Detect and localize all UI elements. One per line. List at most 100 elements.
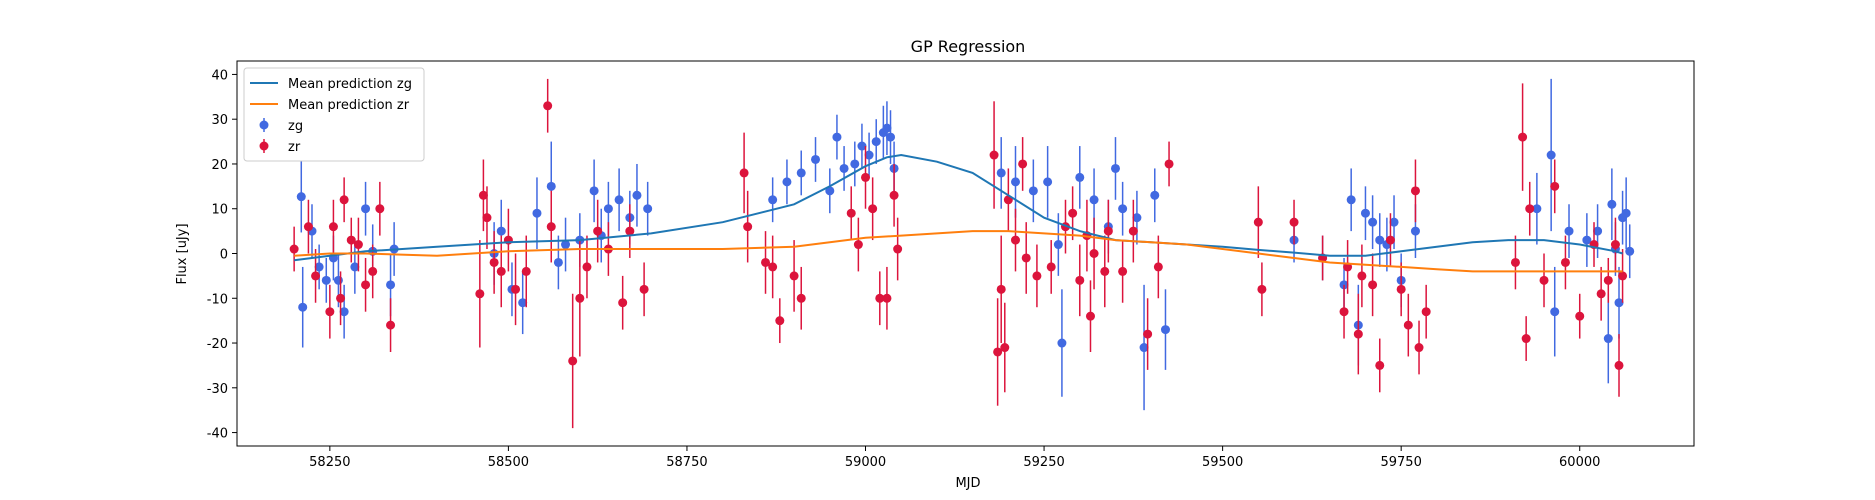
point-zg [553, 257, 563, 267]
point-zg [532, 208, 542, 218]
point-zg [298, 302, 308, 312]
point-zg [864, 150, 874, 160]
x-tick-label: 60000 [1559, 455, 1600, 470]
point-zr [789, 271, 799, 281]
legend: Mean prediction zg Mean prediction zr zg zr [243, 67, 425, 162]
point-zr [1368, 280, 1378, 290]
point-zg [832, 132, 842, 142]
point-zr [1103, 226, 1113, 236]
point-zr [1550, 181, 1560, 191]
y-axis-label: Flux [uJy] [175, 223, 190, 284]
point-zr [1575, 311, 1585, 321]
point-zg [314, 262, 324, 272]
point-zg [857, 141, 867, 151]
point-zg [1614, 298, 1624, 308]
point-zr [739, 168, 749, 178]
legend-label-mean-prediction-zg: Mean prediction zg [288, 77, 412, 92]
point-zr [1410, 186, 1420, 196]
point-zg [333, 275, 343, 285]
point-zg [496, 226, 506, 236]
point-zr [346, 235, 356, 245]
x-tick-label: 59500 [1202, 455, 1243, 470]
point-zg [850, 159, 860, 169]
point-zr [993, 347, 1003, 357]
point-zr [339, 195, 349, 205]
point-zr [386, 320, 396, 330]
point-zg [1160, 325, 1170, 335]
point-zg [1360, 208, 1370, 218]
point-zr [1100, 266, 1110, 276]
point-zr [496, 266, 506, 276]
point-zr [861, 172, 871, 182]
point-zr [1521, 334, 1531, 344]
point-zg [1346, 195, 1356, 205]
point-zr [375, 204, 385, 214]
point-zr [1046, 262, 1056, 272]
point-zg [782, 177, 792, 187]
point-zr [311, 271, 321, 281]
point-zr [368, 266, 378, 276]
point-zg [1110, 163, 1120, 173]
point-zr [1385, 235, 1395, 245]
point-zr [336, 293, 346, 303]
chart-title: GP Regression [911, 37, 1026, 56]
point-zr [1143, 329, 1153, 339]
point-zg [1089, 195, 1099, 205]
point-zg [1625, 246, 1635, 256]
point-zr [875, 293, 885, 303]
point-zr [1032, 271, 1042, 281]
point-zr [1021, 253, 1031, 263]
point-zr [1289, 217, 1299, 227]
mean-prediction-line-zg [293, 153, 1623, 262]
point-zr [1164, 159, 1174, 169]
point-zr [1396, 284, 1406, 294]
point-zr [1614, 360, 1624, 370]
point-zr [1421, 307, 1431, 317]
point-zr [353, 240, 363, 250]
point-zr [1560, 257, 1570, 267]
point-zr [543, 101, 553, 111]
point-zg [614, 195, 624, 205]
y-tick-label: 30 [211, 113, 228, 128]
point-zr [1610, 240, 1620, 250]
point-zg [589, 186, 599, 196]
point-zr [361, 280, 371, 290]
y-tick-label: 40 [211, 68, 228, 83]
point-zg [1607, 199, 1617, 209]
y-tick-label: 20 [211, 158, 228, 173]
point-zg [825, 186, 835, 196]
point-zr [328, 222, 338, 232]
plot-area: 58250 58500 58750 59000 59250 59500 59750 60000… [207, 60, 1695, 470]
point-zr [1085, 311, 1095, 321]
legend-box [243, 67, 425, 162]
point-zr [325, 307, 335, 317]
point-zr [1603, 275, 1613, 285]
point-zg [768, 195, 778, 205]
point-zg [1043, 177, 1053, 187]
point-zg [1550, 307, 1560, 317]
point-zr [1375, 360, 1385, 370]
point-zr [478, 190, 488, 200]
point-zg [811, 154, 821, 164]
point-zg [1118, 204, 1128, 214]
point-zr [489, 257, 499, 267]
point-zr [989, 150, 999, 160]
point-zr [1525, 204, 1535, 214]
legend-swatch-zg [259, 120, 269, 130]
point-zr [853, 240, 863, 250]
y-tick-label: -30 [207, 382, 228, 397]
point-zr [1339, 307, 1349, 317]
point-zg [1028, 186, 1038, 196]
point-zg [296, 192, 306, 202]
point-zg [1010, 177, 1020, 187]
point-zr [893, 244, 903, 254]
point-zg [1593, 226, 1603, 236]
point-zr [1510, 257, 1520, 267]
point-zg [561, 240, 571, 250]
point-zg [1410, 226, 1420, 236]
point-zg [350, 262, 360, 272]
legend-label-zg: zg [288, 119, 303, 134]
point-zr [639, 284, 649, 294]
point-zr [593, 226, 603, 236]
y-tick-label: -20 [207, 337, 228, 352]
